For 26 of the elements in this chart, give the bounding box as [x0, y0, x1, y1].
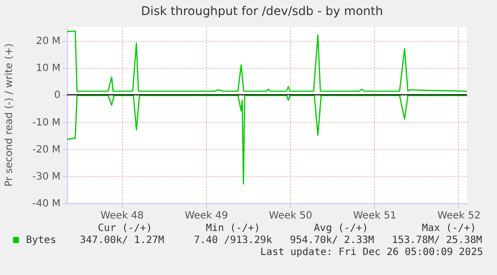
- text: Min (-/+): [206, 223, 260, 234]
- x-tick-label: Week 48: [100, 210, 144, 222]
- y-axis-title: Pr second read (-) / write (+): [4, 43, 15, 187]
- text: 153.78M/ 25.38M: [392, 235, 482, 246]
- x-tick-label: Week 50: [268, 210, 312, 222]
- text: Cur (-/+): [98, 223, 152, 234]
- y-tick-label: 0: [54, 90, 60, 102]
- x-tick-label: Week 49: [184, 210, 228, 222]
- y-tick-label: -10 M: [32, 117, 60, 128]
- line-series: [67, 94, 467, 185]
- chart-title: Disk throughput for /dev/sdb - by month: [141, 4, 383, 18]
- y-tick-label: 20 M: [36, 36, 60, 48]
- y-tick-label: 10 M: [36, 63, 60, 74]
- x-tick-label: Week 52: [437, 210, 481, 222]
- y-tick-label: -40 M: [32, 198, 60, 210]
- line-series: [67, 30, 467, 92]
- text: 7.40 /913.29k: [194, 235, 272, 246]
- text: Avg (-/+): [314, 223, 368, 234]
- legend-label: Bytes: [26, 235, 56, 246]
- text: 347.00k/ 1.27M: [80, 235, 164, 246]
- text: Last update: Fri Dec 26 05:00:09 2025: [260, 247, 483, 258]
- text: Max (-/+): [422, 223, 476, 234]
- x-tick-label: Week 51: [353, 210, 396, 222]
- text: 954.70k/ 2.33M: [290, 235, 374, 246]
- y-tick-label: -30 M: [32, 171, 60, 182]
- y-tick-label: -20 M: [32, 144, 60, 156]
